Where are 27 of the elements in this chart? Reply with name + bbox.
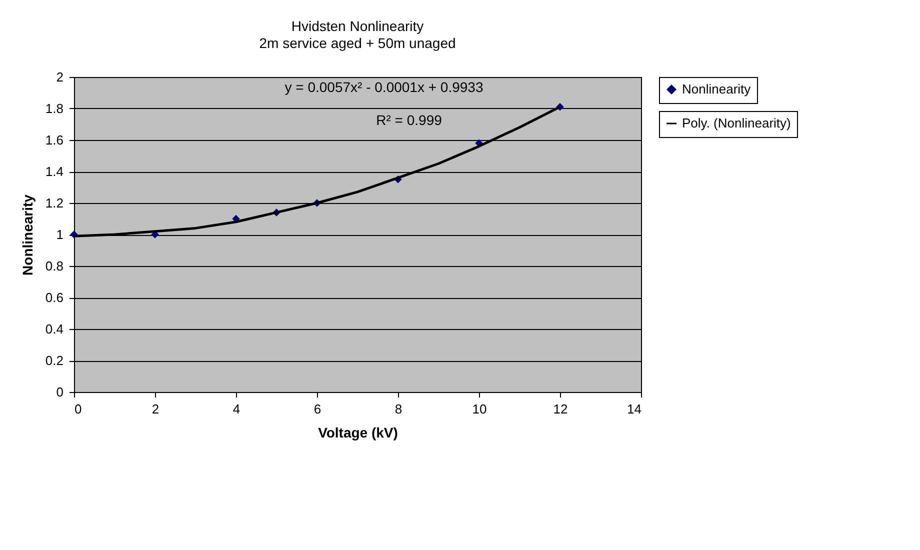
y-tick-label: 1.6 [45, 132, 64, 148]
x-tick-label: 4 [232, 402, 240, 416]
y-tick-label: 0.8 [45, 258, 64, 274]
chart-title: Hvidsten Nonlinearity [291, 18, 424, 34]
y-tick-label: 0.6 [45, 290, 64, 305]
x-tick-label: 2 [152, 402, 160, 416]
y-tick-label: 0.4 [45, 322, 64, 336]
y-tick-label: 1.2 [45, 196, 64, 210]
x-axis-title: Voltage (kV) [318, 424, 398, 440]
x-tick-label: 0 [74, 402, 82, 416]
y-tick-label: 1 [56, 227, 64, 242]
legend-label: Nonlinearity [682, 82, 752, 96]
y-tick-label: 2 [56, 70, 64, 84]
y-tick-label: 0 [56, 384, 64, 400]
annotation: R² = 0.999 [376, 112, 442, 128]
x-tick-label: 14 [627, 402, 642, 416]
x-tick-label: 8 [394, 402, 402, 416]
x-tick-label: 6 [314, 402, 322, 416]
y-tick-label: 1.4 [45, 164, 64, 179]
y-tick-label: 1.8 [45, 101, 64, 116]
y-tick-label: 0.2 [45, 353, 64, 368]
legend-label: Poly. (Nonlinearity) [682, 116, 791, 130]
annotation: y = 0.0057x² - 0.0001x + 0.9933 [284, 79, 484, 95]
chart-subtitle: 2m service aged + 50m unaged [259, 35, 456, 51]
y-axis-title: Nonlinearity [19, 194, 36, 276]
x-tick-label: 10 [472, 402, 487, 416]
x-tick-label: 12 [553, 402, 568, 416]
